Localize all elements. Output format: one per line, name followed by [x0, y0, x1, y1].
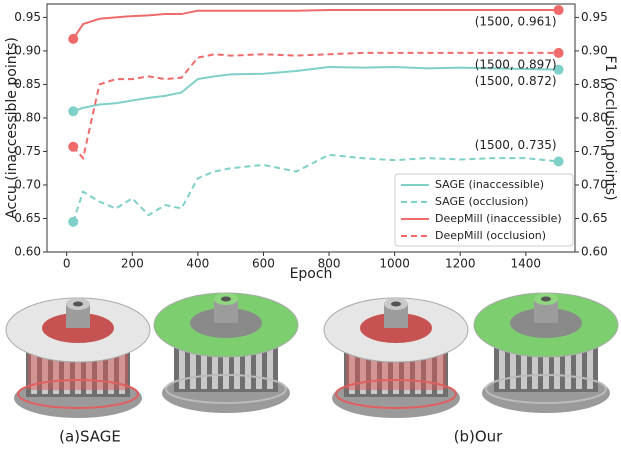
slat [75, 350, 81, 394]
slat [415, 350, 421, 394]
end-label: (1500, 0.897) [475, 57, 557, 71]
y-tick-label: 0.70 [14, 177, 41, 191]
slat [426, 350, 432, 394]
end-marker [68, 33, 79, 44]
legend-label: SAGE (inaccessible) [435, 178, 544, 191]
slat [212, 345, 218, 389]
slat [360, 350, 366, 394]
end-marker [68, 141, 79, 152]
x-tick-label: 800 [318, 257, 341, 271]
y2-tick-label: 0.80 [581, 110, 608, 124]
slat [267, 345, 273, 389]
slat [349, 350, 355, 394]
lower-disc [165, 374, 287, 404]
end-marker [553, 5, 564, 16]
x-tick-label: 1000 [379, 257, 410, 271]
slat [53, 350, 59, 394]
series-line [72, 51, 559, 161]
x-axis-label: Epoch [290, 266, 333, 282]
caption: (b)Our [454, 428, 504, 446]
slat [576, 345, 582, 389]
lower-disc [485, 374, 607, 404]
end-label: (1500, 0.872) [475, 74, 557, 88]
y2-tick-label: 0.85 [581, 77, 608, 91]
end-marker [68, 216, 79, 227]
end-marker [68, 106, 79, 117]
lower-disc [17, 379, 139, 409]
y2-tick-label: 0.70 [581, 177, 608, 191]
slat [179, 345, 185, 389]
legend-box [394, 173, 574, 247]
slat [201, 345, 207, 389]
y2-tick-label: 0.95 [581, 10, 608, 24]
y-tick-label: 0.75 [14, 144, 41, 158]
slat [543, 345, 549, 389]
y2-tick-label: 0.65 [581, 211, 608, 225]
slat [404, 350, 410, 394]
slat [382, 350, 388, 394]
legend-label: DeepMill (occlusion) [435, 229, 546, 242]
slat [437, 350, 443, 394]
slat [245, 345, 251, 389]
slat [31, 350, 37, 394]
hub-hole [221, 296, 231, 302]
caption: (a)SAGE [59, 428, 121, 446]
plot-frame [46, 3, 576, 253]
legend-label: SAGE (occlusion) [435, 195, 528, 208]
y2-tick-label: 0.90 [581, 43, 608, 57]
slat [510, 345, 516, 389]
legend-label: DeepMill (inaccessible) [435, 212, 562, 225]
slat [234, 345, 240, 389]
slat [190, 345, 196, 389]
y-tick-label: 0.80 [14, 110, 41, 124]
slat [554, 345, 560, 389]
y-tick-label: 0.95 [14, 10, 41, 24]
slat [393, 350, 399, 394]
slat [371, 350, 377, 394]
slat [499, 345, 505, 389]
x-tick-label: 1200 [445, 257, 476, 271]
end-marker [553, 47, 564, 58]
y2-axis-label: F1 (occlusion points) [602, 55, 618, 200]
x-tick-label: 0 [63, 257, 71, 271]
x-tick-label: 400 [186, 257, 209, 271]
end-marker [553, 156, 564, 167]
slat [64, 350, 70, 394]
slat [223, 345, 229, 389]
slat [256, 345, 262, 389]
slat [565, 345, 571, 389]
renders [5, 292, 619, 418]
series-line [72, 9, 559, 40]
y2-tick-label: 0.60 [581, 245, 608, 259]
lower-disc [335, 379, 457, 409]
end-label: (1500, 0.961) [475, 15, 557, 29]
series-line [72, 153, 559, 223]
hub-hole [73, 301, 83, 307]
hub-hole [391, 301, 401, 307]
series-line [72, 66, 559, 113]
y-tick-label: 0.60 [14, 245, 41, 259]
slat [587, 345, 593, 389]
hub-hole [541, 296, 551, 302]
end-marker [553, 64, 564, 75]
y2-tick-label: 0.75 [581, 144, 608, 158]
slat [97, 350, 103, 394]
slat [108, 350, 114, 394]
slat [521, 345, 527, 389]
slat [532, 345, 538, 389]
y-axis-label: Accu (inaccessible points) [4, 37, 20, 219]
x-tick-label: 200 [121, 257, 144, 271]
slat [42, 350, 48, 394]
slat [119, 350, 125, 394]
slat [86, 350, 92, 394]
end-label: (1500, 0.735) [475, 138, 557, 152]
x-tick-label: 1400 [511, 257, 542, 271]
y-tick-label: 0.65 [14, 211, 41, 225]
y-tick-label: 0.85 [14, 77, 41, 91]
x-tick-label: 600 [252, 257, 275, 271]
y-tick-label: 0.90 [14, 43, 41, 57]
